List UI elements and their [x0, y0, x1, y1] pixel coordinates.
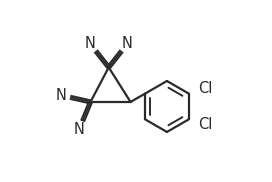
Text: N: N: [73, 122, 84, 137]
Text: N: N: [55, 88, 66, 103]
Text: Cl: Cl: [198, 117, 212, 132]
Text: N: N: [84, 36, 95, 51]
Text: N: N: [122, 36, 133, 51]
Text: Cl: Cl: [198, 81, 212, 96]
